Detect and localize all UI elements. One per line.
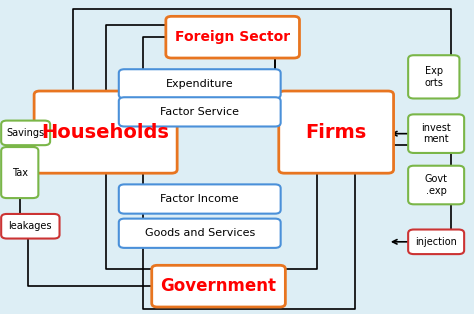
FancyBboxPatch shape	[408, 114, 464, 153]
FancyBboxPatch shape	[279, 91, 393, 173]
Text: Factor Income: Factor Income	[160, 194, 239, 204]
Text: Households: Households	[42, 122, 170, 142]
FancyBboxPatch shape	[1, 121, 50, 145]
FancyBboxPatch shape	[408, 55, 459, 99]
FancyBboxPatch shape	[1, 214, 60, 239]
FancyBboxPatch shape	[119, 97, 281, 127]
FancyBboxPatch shape	[408, 230, 464, 254]
FancyBboxPatch shape	[119, 184, 281, 214]
Text: invest
ment: invest ment	[421, 123, 451, 144]
FancyBboxPatch shape	[152, 265, 285, 307]
FancyBboxPatch shape	[166, 16, 300, 58]
Text: Savings: Savings	[7, 128, 45, 138]
Text: Factor Service: Factor Service	[160, 107, 239, 117]
Text: Government: Government	[161, 277, 276, 295]
FancyBboxPatch shape	[119, 219, 281, 248]
Text: injection: injection	[415, 237, 457, 247]
FancyBboxPatch shape	[408, 166, 464, 204]
Text: Goods and Services: Goods and Services	[145, 228, 255, 238]
Text: Govt
.exp: Govt .exp	[425, 174, 447, 196]
Text: Foreign Sector: Foreign Sector	[175, 30, 290, 44]
Text: Exp
orts: Exp orts	[424, 66, 443, 88]
Text: Firms: Firms	[306, 122, 367, 142]
FancyBboxPatch shape	[34, 91, 177, 173]
Text: Expenditure: Expenditure	[166, 79, 234, 89]
Text: leakages: leakages	[9, 221, 52, 231]
FancyBboxPatch shape	[119, 69, 281, 99]
FancyBboxPatch shape	[1, 147, 38, 198]
Text: Tax: Tax	[12, 168, 28, 177]
